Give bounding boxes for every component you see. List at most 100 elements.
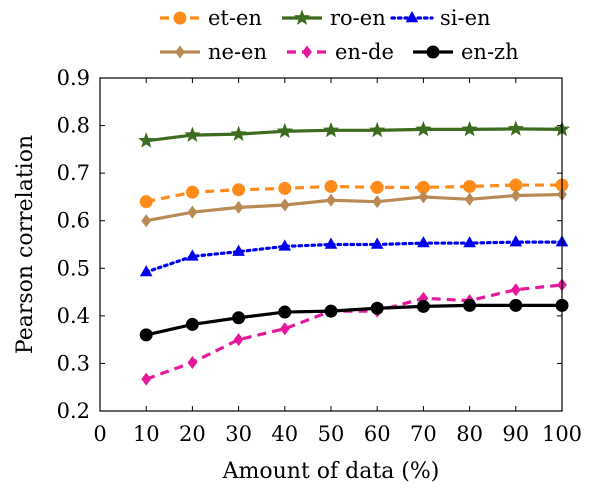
x-tick-label: 100 <box>542 422 582 446</box>
data-point <box>418 190 429 204</box>
legend-item-en-zh: en-zh <box>413 40 519 64</box>
data-point <box>185 185 199 199</box>
data-point <box>279 322 290 336</box>
x-axis-label: Amount of data (%) <box>222 459 440 484</box>
legend-label: ne-en <box>208 40 267 64</box>
data-point <box>463 179 477 193</box>
x-tick-label: 0 <box>93 422 106 446</box>
data-point <box>509 235 523 247</box>
series-ne-en <box>141 188 567 228</box>
x-tick-label: 30 <box>225 422 252 446</box>
data-point <box>510 189 521 203</box>
data-point <box>233 200 244 214</box>
data-point <box>417 236 430 248</box>
data-point <box>324 237 338 249</box>
y-tick-label: 0.3 <box>57 351 90 375</box>
data-point <box>185 317 199 331</box>
data-point <box>324 304 338 318</box>
series-en-zh <box>139 298 569 342</box>
data-point <box>369 121 386 138</box>
y-tick-label: 0.8 <box>57 114 90 138</box>
y-tick-label: 0.7 <box>57 161 90 185</box>
data-point <box>416 299 430 313</box>
data-point <box>138 132 155 148</box>
y-tick-label: 0.2 <box>57 399 90 423</box>
y-tick-label: 0.9 <box>57 66 90 90</box>
data-point <box>278 181 292 195</box>
y-axis-label: Pearson correlation <box>13 135 38 354</box>
series-en-de <box>141 278 567 386</box>
legend-label: et-en <box>208 6 262 30</box>
data-point <box>230 125 247 142</box>
series-line <box>145 183 562 204</box>
data-point <box>326 193 336 207</box>
data-point <box>324 179 338 193</box>
data-point <box>139 265 153 277</box>
legend-label: en-zh <box>461 40 519 64</box>
data-point <box>510 283 521 297</box>
x-tick-label: 20 <box>179 422 206 446</box>
data-point <box>187 205 198 219</box>
data-point <box>186 249 199 261</box>
data-point <box>507 120 524 136</box>
data-point <box>232 311 246 325</box>
x-tick-label: 40 <box>271 422 298 446</box>
legend-item-et-en: et-en <box>160 6 262 30</box>
series-si-en <box>139 235 569 277</box>
legend-label: si-en <box>440 6 491 30</box>
data-point <box>233 333 244 347</box>
plot-series <box>138 120 571 386</box>
data-point <box>463 236 476 248</box>
x-tick-label: 60 <box>364 422 391 446</box>
y-tick-label: 0.4 <box>57 304 90 328</box>
series-line <box>146 127 563 143</box>
data-point <box>370 301 384 315</box>
data-point <box>278 305 292 319</box>
data-point <box>141 214 152 228</box>
legend-item-si-en: si-en <box>390 6 491 30</box>
y-tick-label: 0.5 <box>57 256 90 280</box>
data-point <box>461 120 478 137</box>
data-point <box>139 328 153 342</box>
data-point <box>184 126 201 142</box>
data-point <box>232 244 245 256</box>
data-point <box>139 195 153 209</box>
data-point <box>322 121 340 138</box>
legend-marker <box>173 11 187 25</box>
data-point <box>372 195 383 209</box>
x-tick-label: 70 <box>410 422 437 446</box>
x-tick-label: 10 <box>133 422 160 446</box>
series-ro-en <box>138 120 571 148</box>
series-line <box>144 240 564 274</box>
data-point <box>416 180 430 194</box>
data-point <box>463 298 477 312</box>
y-tick-label: 0.6 <box>57 209 90 233</box>
data-point <box>278 239 292 251</box>
data-point <box>187 355 198 369</box>
data-point <box>370 237 384 249</box>
legend-label: ro-en <box>330 6 386 30</box>
legend-label: en-de <box>335 40 394 64</box>
series-line <box>145 192 563 223</box>
data-point <box>232 183 246 197</box>
x-tick-label: 80 <box>456 422 483 446</box>
legend-marker <box>175 45 185 59</box>
data-point <box>509 298 523 312</box>
data-point <box>464 192 475 206</box>
series-et-en <box>139 178 569 209</box>
legend-item-en-de: en-de <box>287 40 394 64</box>
legend: et-en ro-en si-en ne-en en-de en-zh <box>160 6 519 64</box>
data-point <box>279 198 290 212</box>
legend-item-ne-en: ne-en <box>160 40 267 64</box>
legend-marker <box>293 9 311 25</box>
data-point <box>415 120 432 137</box>
series-line <box>145 283 563 381</box>
data-point <box>509 178 523 192</box>
legend-item-ro-en: ro-en <box>282 6 386 30</box>
legend-marker <box>426 45 440 59</box>
data-point <box>370 180 384 194</box>
data-point <box>141 372 152 386</box>
series-line <box>145 303 562 337</box>
legend-marker <box>405 11 419 23</box>
